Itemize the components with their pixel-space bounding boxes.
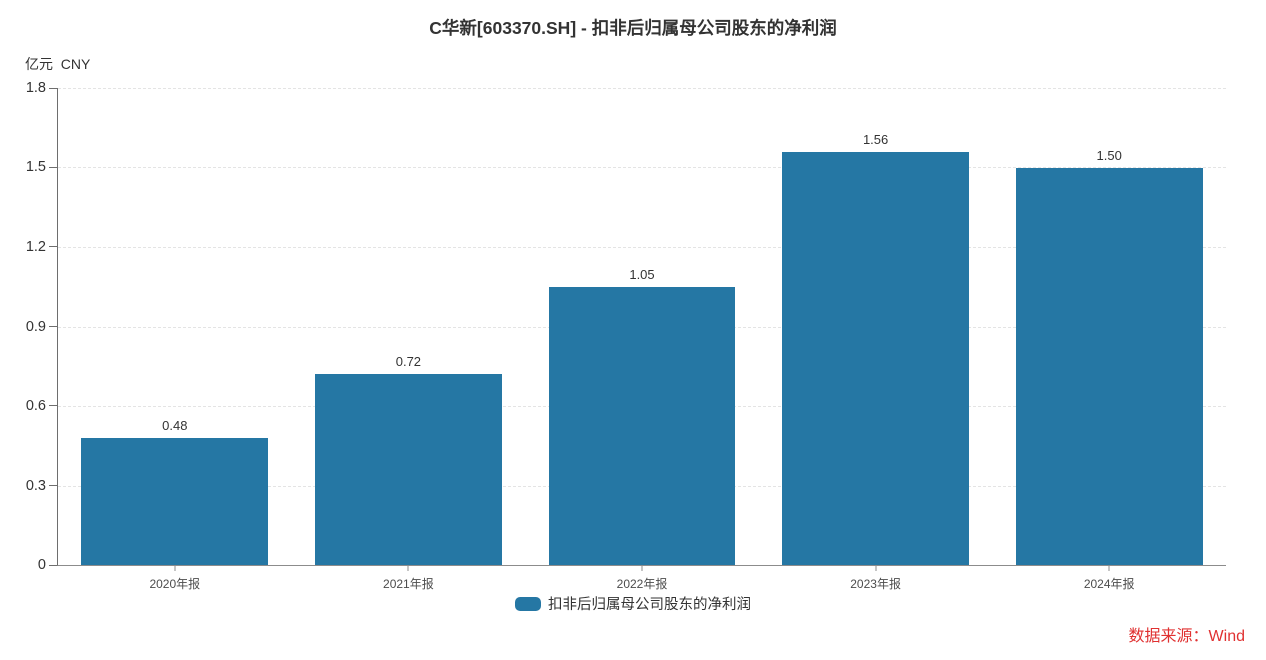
gridline bbox=[58, 246, 1226, 248]
y-tick-label: 0.6 bbox=[25, 397, 46, 414]
y-axis-tick bbox=[49, 87, 57, 89]
x-tick-label: 2020年报 bbox=[149, 577, 201, 591]
x-axis-tick bbox=[1108, 565, 1110, 571]
bar bbox=[314, 374, 502, 565]
y-tick-label: 1.2 bbox=[25, 238, 46, 255]
x-axis-tick bbox=[875, 565, 877, 571]
y-axis-tick bbox=[49, 485, 57, 486]
x-tick-label: 2024年报 bbox=[1083, 577, 1135, 591]
bar bbox=[548, 286, 736, 565]
chart-title: C华新[603370.SH] - 扣非后归属母公司股东的净利润 bbox=[429, 18, 837, 38]
bar bbox=[782, 151, 970, 565]
y-axis-tick bbox=[49, 246, 57, 248]
y-axis-tick bbox=[49, 166, 57, 168]
y-tick-label: 0.3 bbox=[25, 477, 46, 494]
plot-area: 0 0.3 0.6 0.9 1.2 1.5 1.8 0.48 2020年报 0.72 2021年报 1… bbox=[26, 81, 1226, 591]
gridline bbox=[58, 88, 1226, 89]
legend-item[interactable]: 扣非后归属母公司股东的净利润 bbox=[0, 593, 1266, 614]
x-tick-label: 2023年报 bbox=[850, 577, 901, 591]
y-axis-unit-label: 亿元 CNY bbox=[25, 56, 91, 72]
legend-label: 扣非后归属母公司股东的净利润 bbox=[548, 597, 751, 613]
y-axis-tick bbox=[49, 326, 57, 327]
bar bbox=[81, 437, 269, 565]
x-tick-label: 2021年报 bbox=[383, 577, 434, 591]
bar-value-label: 1.50 bbox=[1096, 147, 1122, 163]
y-axis-tick bbox=[49, 564, 57, 566]
data-source-note: 数据来源：Wind bbox=[1128, 628, 1245, 645]
y-axis-tick bbox=[49, 405, 57, 407]
y-tick-label: 0.9 bbox=[25, 318, 46, 335]
x-axis-tick bbox=[174, 565, 176, 571]
y-tick-label: 1.5 bbox=[25, 159, 46, 176]
x-axis-tick bbox=[641, 565, 643, 571]
bar-value-label: 0.48 bbox=[162, 417, 188, 433]
bar-value-label: 1.05 bbox=[629, 266, 655, 282]
gridline bbox=[58, 167, 1226, 169]
x-axis-tick bbox=[407, 565, 409, 571]
y-tick-label: 0 bbox=[37, 556, 46, 573]
y-tick-label: 1.8 bbox=[25, 79, 46, 96]
bar-value-label: 0.72 bbox=[395, 354, 422, 370]
bar-value-label: 1.56 bbox=[862, 131, 889, 147]
x-tick-label: 2022年报 bbox=[616, 577, 668, 591]
bar bbox=[1015, 167, 1203, 565]
legend-swatch bbox=[515, 596, 541, 611]
